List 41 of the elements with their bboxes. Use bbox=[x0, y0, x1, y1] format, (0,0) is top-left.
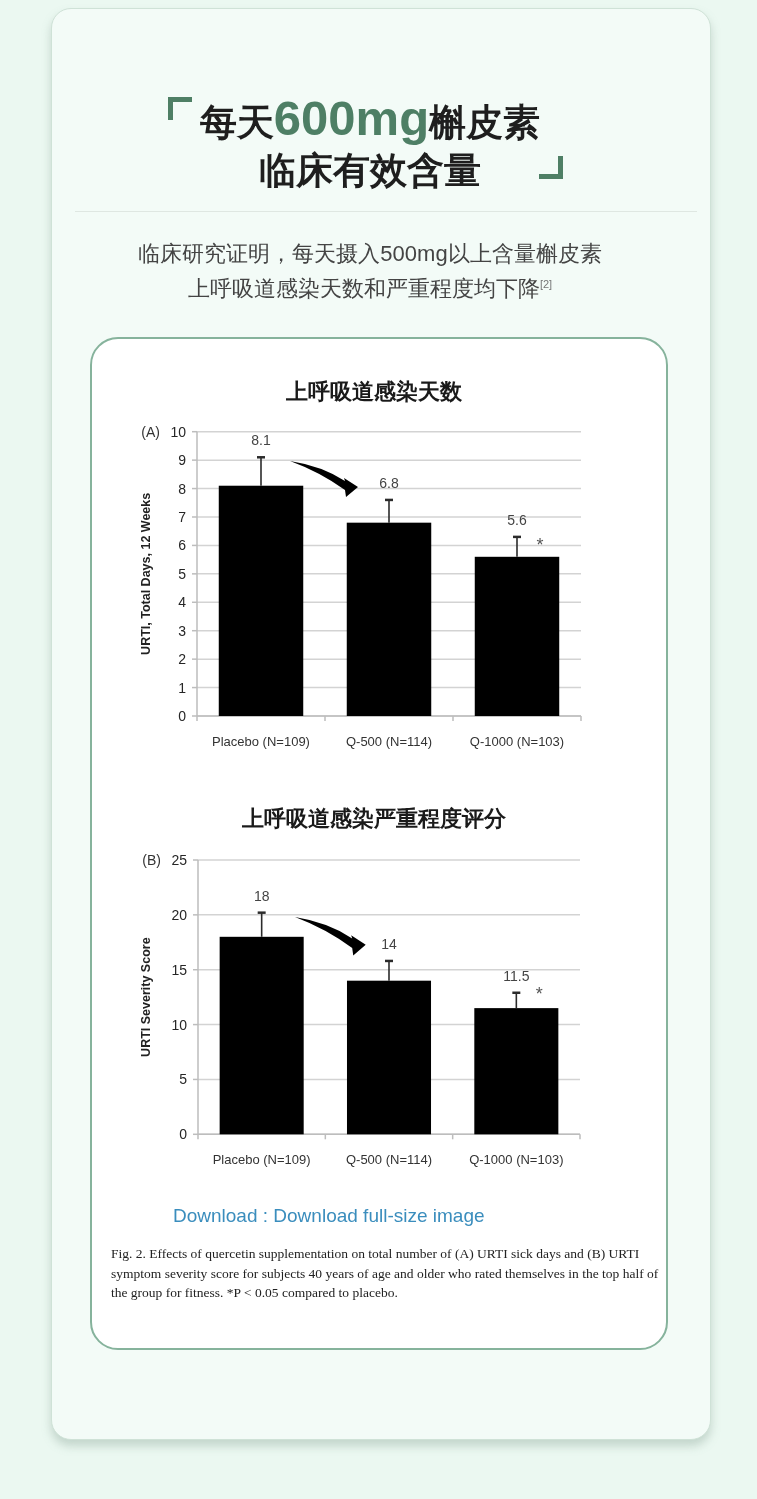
text: (A) bbox=[141, 423, 160, 440]
y-tick-label: 9 bbox=[178, 452, 187, 469]
y-tick-label: 6 bbox=[178, 537, 187, 554]
text: 临床研究证明，每天摄入500mg以上含量槲皮素上呼吸道感染天数和严重程度均下降$^{[2]}$ bbox=[137, 240, 603, 304]
text: 每天600mg槲皮素临床有效含量 bbox=[198, 91, 542, 193]
data-label: 11.5 bbox=[503, 967, 530, 984]
y-tick-label: 0 bbox=[178, 708, 187, 724]
data-label: 6.8 bbox=[379, 474, 399, 491]
y-tick-label: 20 bbox=[171, 906, 188, 923]
y-tick-label: 3 bbox=[178, 622, 187, 639]
y-tick-label: 5 bbox=[178, 565, 187, 582]
x-tick-label: Q-1000 (N=103) bbox=[469, 1151, 564, 1167]
y-tick-label: 8 bbox=[178, 480, 187, 497]
x-tick-label: Q-500 (N=114) bbox=[345, 733, 433, 749]
y-tick-label: 25 bbox=[171, 852, 188, 868]
caption: Fig. 2. Effects of quercetin supplementation on total number of (A) URTI sick days and (B) URTI symptom severity score for subjects 40 years of age and older who rated themselves in the top half of the group for fitness. *P < 0.05 compared to placebo. bbox=[111, 1245, 660, 1302]
y-tick-label: 2 bbox=[178, 651, 187, 668]
data-label: 14 bbox=[381, 935, 397, 952]
y-tick-label: 15 bbox=[171, 961, 188, 978]
x-tick-label: Q-500 (N=114) bbox=[345, 1151, 433, 1167]
data-label: 8.1 bbox=[251, 432, 271, 449]
y-tick-label: 0 bbox=[179, 1126, 188, 1143]
y-tick-label: 4 bbox=[178, 594, 187, 611]
x-tick-label: Q-1000 (N=103) bbox=[469, 733, 565, 749]
x-tick-label: Placebo (N=109) bbox=[212, 1151, 311, 1167]
y-tick-label: 7 bbox=[178, 508, 187, 525]
x-tick-label: Placebo (N=109) bbox=[212, 733, 310, 749]
y-tick-label: 5 bbox=[179, 1071, 188, 1088]
chart-title: 上呼吸道感染严重程度评分 bbox=[241, 805, 507, 831]
text: Download : Download full-size image bbox=[173, 1204, 485, 1228]
data-label: 5.6 bbox=[507, 511, 527, 528]
y-tick-label: 1 bbox=[178, 679, 187, 696]
data-label: 18 bbox=[253, 887, 270, 904]
y-tick-label: 10 bbox=[170, 423, 187, 440]
annotation: * bbox=[536, 534, 544, 555]
annotation: * bbox=[535, 984, 543, 1005]
y-axis-title: URTI, Total Days, 12 Weeks bbox=[139, 492, 153, 655]
y-axis-title: URTI Severity Score bbox=[139, 937, 153, 1057]
text: (B) bbox=[142, 852, 161, 868]
chart-title: 上呼吸道感染天数 bbox=[285, 378, 463, 404]
y-tick-label: 10 bbox=[171, 1016, 188, 1033]
